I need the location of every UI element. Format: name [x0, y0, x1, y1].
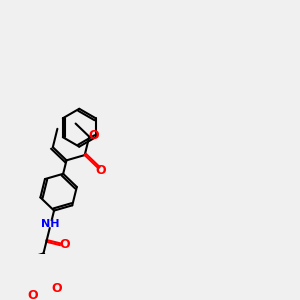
Text: NH: NH [41, 219, 60, 229]
Text: O: O [96, 164, 106, 177]
Text: O: O [89, 129, 99, 142]
Text: O: O [51, 282, 62, 296]
Text: O: O [28, 289, 38, 300]
Text: O: O [60, 238, 70, 251]
